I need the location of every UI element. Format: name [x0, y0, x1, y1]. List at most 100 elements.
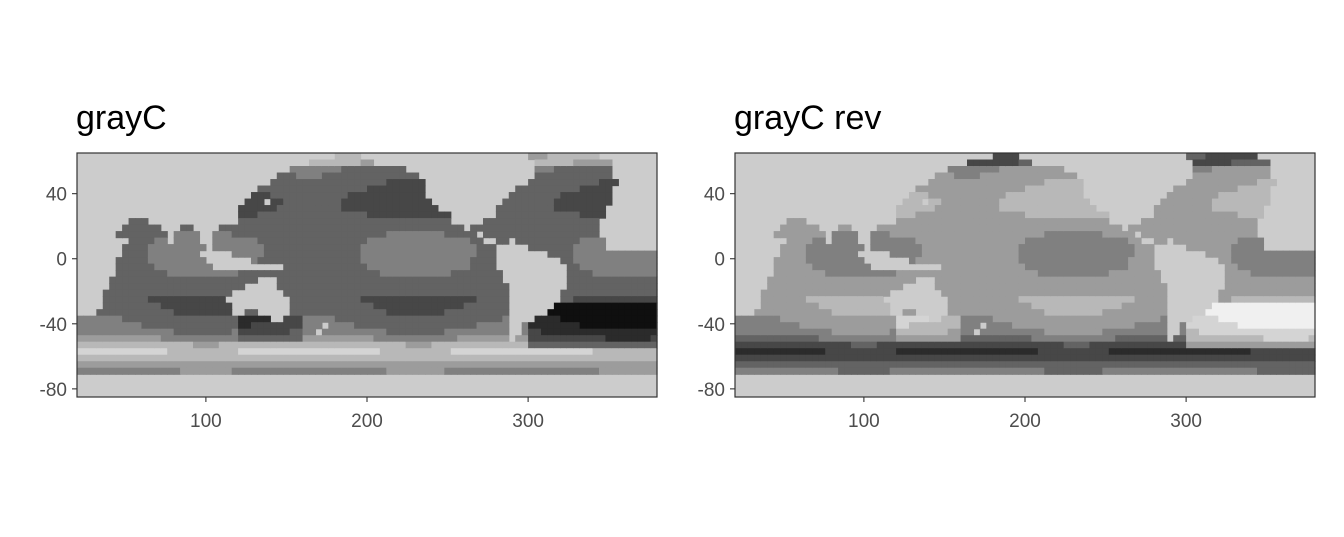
heatmap-cell [599, 205, 607, 213]
heatmap-cell [289, 270, 297, 278]
heatmap-cell [1211, 237, 1219, 245]
heatmap-cell [1250, 224, 1258, 232]
heatmap-cell [321, 302, 329, 310]
heatmap-cell [1018, 250, 1026, 258]
heatmap-cell [754, 361, 762, 369]
heatmap-cell [915, 231, 923, 239]
heatmap-cell [1224, 328, 1232, 336]
heatmap-cell [857, 289, 865, 297]
heatmap-cell [1160, 361, 1168, 369]
heatmap-cell [431, 335, 439, 343]
heatmap-cell [992, 244, 1000, 252]
heatmap-cell [1057, 348, 1065, 356]
heatmap-cell [450, 263, 458, 271]
heatmap-cell [967, 250, 975, 258]
heatmap-cell [735, 335, 743, 343]
heatmap-cell [921, 244, 929, 252]
heatmap-cell [1050, 237, 1058, 245]
heatmap-cell [379, 315, 387, 323]
heatmap-cell [186, 335, 194, 343]
heatmap-cell [373, 172, 381, 180]
heatmap-cell [896, 250, 904, 258]
heatmap-cell [1147, 341, 1155, 349]
heatmap-cell [360, 244, 368, 252]
heatmap-cell [457, 309, 465, 317]
heatmap-cell [818, 309, 826, 317]
heatmap-cell [979, 172, 987, 180]
heatmap-cell [309, 263, 317, 271]
heatmap-cell [1153, 276, 1161, 284]
heatmap-cell [225, 315, 233, 323]
heatmap-cell [1128, 315, 1136, 323]
heatmap-cell [212, 302, 220, 310]
heatmap-cell [1192, 231, 1200, 239]
heatmap-cell [863, 341, 871, 349]
heatmap-cell [547, 159, 555, 167]
heatmap-cell [1025, 309, 1033, 317]
heatmap-cell [418, 309, 426, 317]
heatmap-cell [483, 367, 491, 375]
heatmap-cell [986, 166, 994, 174]
heatmap-cell [1263, 341, 1271, 349]
heatmap-cell [1257, 250, 1265, 258]
heatmap-cell [1141, 224, 1149, 232]
heatmap-cell [160, 270, 168, 278]
heatmap-cell [483, 270, 491, 278]
heatmap-cell [941, 192, 949, 200]
heatmap-cell [921, 250, 929, 258]
heatmap-cell [1037, 179, 1045, 187]
heatmap-cell [1025, 198, 1033, 206]
heatmap-cell [896, 237, 904, 245]
heatmap-cell [154, 289, 162, 297]
heatmap-cell [1192, 315, 1200, 323]
heatmap-cell [799, 283, 807, 291]
heatmap-cell [1308, 309, 1316, 317]
heatmap-cell [1237, 192, 1245, 200]
heatmap-cell [1250, 153, 1258, 161]
heatmap-cell [296, 309, 304, 317]
heatmap-cell [631, 257, 639, 265]
heatmap-cell [463, 231, 471, 239]
heatmap-cell [328, 289, 336, 297]
heatmap-cell [1095, 270, 1103, 278]
heatmap-cell [399, 263, 407, 271]
heatmap-cell [1153, 237, 1161, 245]
heatmap-cell [999, 185, 1007, 193]
heatmap-cell [573, 153, 581, 161]
heatmap-cell [257, 335, 265, 343]
heatmap-cell [218, 328, 226, 336]
heatmap-cell [1121, 257, 1129, 265]
heatmap-cell [941, 263, 949, 271]
heatmap-cell [354, 341, 362, 349]
heatmap-cell [367, 218, 375, 226]
heatmap-cell [1289, 354, 1297, 362]
y-tick-label: -40 [698, 315, 725, 336]
heatmap-cell [973, 172, 981, 180]
heatmap-cell [735, 367, 743, 375]
heatmap-cell [831, 296, 839, 304]
heatmap-cell [979, 257, 987, 265]
heatmap-cell [1128, 276, 1136, 284]
heatmap-cell [521, 237, 529, 245]
heatmap-cell [1108, 335, 1116, 343]
heatmap-cell [135, 322, 143, 330]
heatmap-cell [1231, 231, 1239, 239]
heatmap-cell [1269, 361, 1277, 369]
panel-graycmap: grayC 100 200 300 400-40-80 [40, 99, 658, 432]
heatmap-cell [553, 244, 561, 252]
heatmap-cell [399, 283, 407, 291]
heatmap-cell [605, 309, 613, 317]
heatmap-cell [122, 328, 130, 336]
heatmap-cell [77, 322, 85, 330]
heatmap-cell [367, 250, 375, 258]
heatmap-cell [793, 296, 801, 304]
heatmap-cell [605, 257, 613, 265]
heatmap-cell [1070, 315, 1078, 323]
heatmap-cell [425, 309, 433, 317]
heatmap-cell [973, 231, 981, 239]
heatmap-cell [1160, 335, 1168, 343]
heatmap-cell [1018, 218, 1026, 226]
heatmap-cell [418, 185, 426, 193]
heatmap-cell [528, 192, 536, 200]
heatmap-cell [1244, 335, 1252, 343]
